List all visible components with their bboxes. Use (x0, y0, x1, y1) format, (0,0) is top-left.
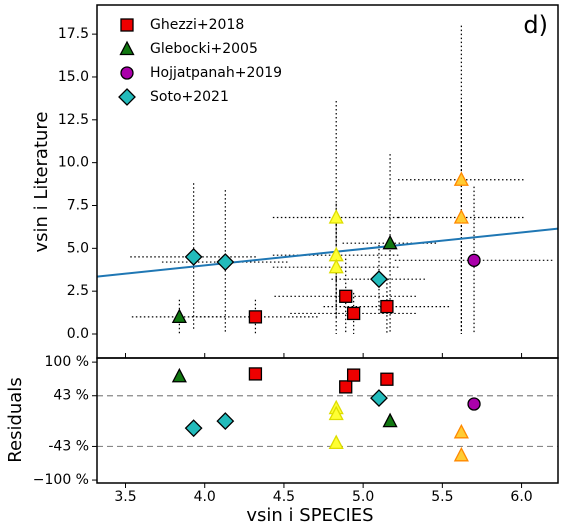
marker (328, 258, 344, 274)
marker (339, 289, 353, 303)
marker (328, 209, 344, 224)
y-tick-label: 5.0 (67, 240, 89, 256)
marker (248, 310, 263, 324)
x-tick-label: 4.0 (194, 489, 216, 505)
residual-axes-frame (96, 357, 559, 484)
y-tick-label: 12.5 (58, 112, 89, 128)
marker (248, 367, 263, 381)
y-tick-label: 15.0 (58, 69, 89, 85)
marker (120, 66, 134, 80)
residual-axis-label: Residuals (5, 377, 26, 462)
marker (380, 299, 394, 314)
legend-label: Glebocki+2005 (150, 41, 258, 57)
marker (370, 389, 388, 408)
marker (453, 446, 469, 462)
marker (453, 423, 469, 439)
x-axis-label: vsin i SPECIES (246, 505, 373, 526)
marker (184, 419, 203, 438)
x-tick-label: 5.5 (431, 489, 453, 505)
marker (216, 253, 235, 271)
residual-y-tick-label: −100 % (33, 472, 89, 488)
legend-label: Soto+2021 (150, 89, 229, 105)
x-tick-label: 4.5 (273, 489, 295, 505)
y-tick-label: 17.5 (58, 26, 89, 42)
fit-line (96, 227, 559, 278)
y-tick-label: 10.0 (58, 155, 89, 171)
marker (382, 412, 398, 428)
legend-label: Hojjatpanah+2019 (150, 65, 282, 81)
marker (184, 247, 203, 266)
y-tick-label: 7.5 (67, 197, 89, 213)
marker (346, 306, 361, 321)
axes-frame (96, 4, 559, 359)
x-tick-label: 6.0 (510, 489, 532, 505)
residual-y-tick-label: 43 % (53, 388, 89, 404)
y-axis-label: vsin i Literature (31, 111, 52, 252)
marker (467, 397, 481, 411)
marker (370, 270, 388, 289)
marker (453, 171, 469, 186)
marker (171, 308, 187, 324)
marker (380, 372, 394, 386)
marker (328, 405, 344, 421)
marker (120, 18, 134, 32)
marker (453, 209, 469, 224)
x-tick-label: 5.0 (352, 489, 374, 505)
panel-label: d) (523, 11, 548, 39)
marker (328, 434, 344, 450)
marker (467, 253, 481, 267)
marker (171, 367, 187, 383)
residual-y-tick-label: -43 % (48, 438, 89, 454)
y-tick-label: 0.0 (67, 326, 89, 342)
legend-label: Ghezzi+2018 (150, 17, 244, 33)
marker (119, 40, 135, 56)
y-tick-label: 2.5 (67, 283, 89, 299)
marker (346, 368, 361, 382)
marker (216, 412, 235, 431)
x-tick-label: 3.5 (114, 489, 136, 505)
marker (339, 380, 353, 394)
marker (118, 88, 136, 106)
residual-y-tick-label: 100 % (45, 354, 89, 370)
marker (382, 234, 398, 250)
